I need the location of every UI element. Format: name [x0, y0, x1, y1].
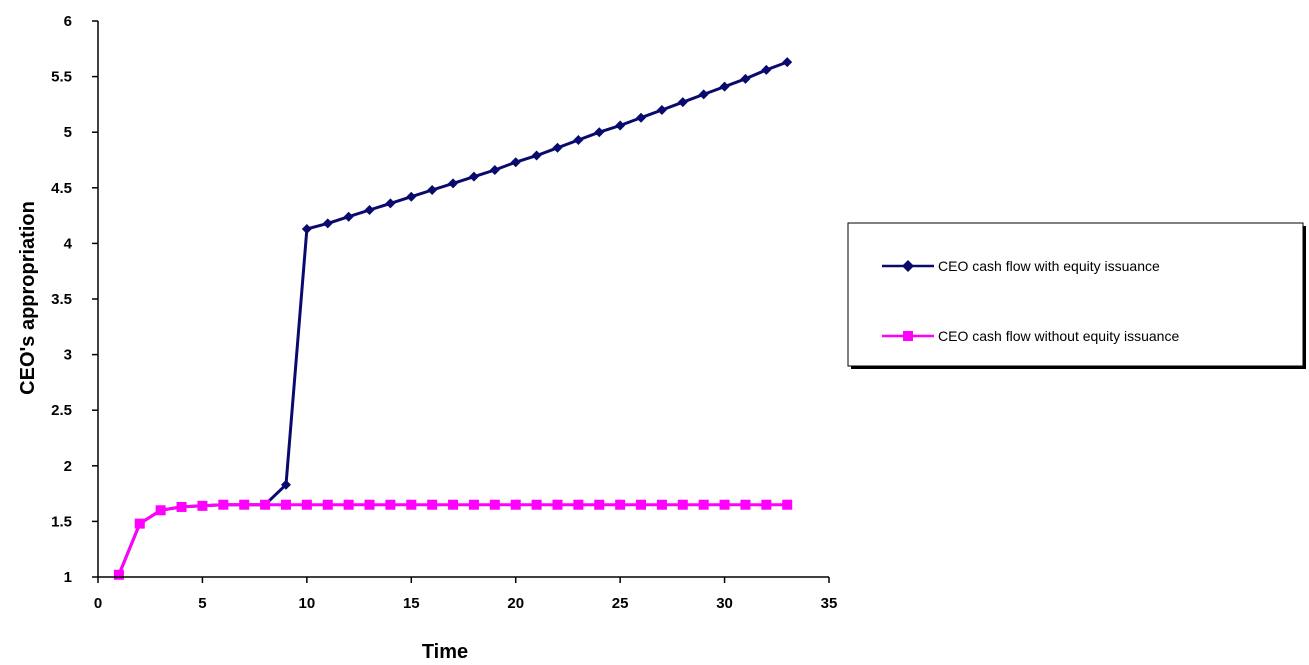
data-point-diamond: [489, 165, 500, 176]
legend-label-with-issuance: CEO cash flow with equity issuance: [938, 258, 1160, 274]
data-point-square: [448, 499, 459, 510]
data-point-square: [301, 499, 312, 510]
x-tick-label: 15: [403, 595, 420, 612]
data-point-diamond: [280, 479, 291, 490]
x-tick-label: 20: [507, 595, 524, 612]
data-point-square: [239, 499, 250, 510]
y-tick-label: 3: [64, 347, 72, 364]
y-tick-label: 2: [64, 458, 72, 475]
data-point-diamond: [427, 185, 438, 196]
data-point-square: [218, 499, 229, 510]
data-point-square: [176, 501, 187, 512]
data-point-square: [385, 499, 396, 510]
data-point-diamond: [364, 205, 375, 216]
data-point-square: [197, 500, 208, 511]
legend-diamond-marker: [902, 260, 914, 272]
data-point-diamond: [406, 191, 417, 202]
data-point-diamond: [510, 157, 521, 168]
y-tick-label: 3.5: [51, 291, 72, 308]
series-line-with-equity-issuance: [117, 60, 788, 576]
ticks: 0 5 10 15 20 25 30 35 1 1.5 2 2.5 3 3.5 4 4.5 5 5.5 6: [51, 13, 837, 612]
data-point-diamond: [448, 178, 459, 189]
data-point-diamond: [531, 150, 542, 161]
data-point-square: [155, 505, 166, 516]
data-point-diamond: [573, 134, 584, 145]
data-point-diamond: [656, 104, 667, 115]
series-markers: [113, 57, 793, 580]
data-point-diamond: [343, 211, 354, 222]
data-point-square: [573, 499, 584, 510]
data-point-diamond: [594, 127, 605, 138]
data-point-diamond: [615, 120, 626, 131]
legend: CEO cash flow with equity issuance CEO c…: [847, 222, 1306, 369]
data-point-square: [510, 499, 521, 510]
data-point-square: [427, 499, 438, 510]
data-point-diamond: [698, 89, 709, 100]
data-point-diamond: [782, 57, 793, 68]
y-tick-label: 4.5: [51, 180, 72, 197]
data-point-diamond: [719, 81, 730, 92]
x-tick-label: 35: [821, 595, 838, 612]
y-tick-label: 5: [64, 124, 72, 141]
legend-square-marker: [903, 331, 913, 341]
data-point-square: [740, 499, 751, 510]
data-point-square: [677, 499, 688, 510]
data-point-square: [113, 569, 124, 580]
data-point-square: [636, 499, 647, 510]
data-point-square: [615, 499, 626, 510]
y-tick-label: 4: [64, 235, 73, 252]
data-point-diamond: [468, 171, 479, 182]
data-point-diamond: [385, 198, 396, 209]
data-point-square: [761, 499, 772, 510]
data-point-square: [698, 499, 709, 510]
data-point-diamond: [740, 73, 751, 84]
y-tick-label: 5.5: [51, 69, 72, 86]
data-point-square: [552, 499, 563, 510]
data-point-square: [134, 518, 145, 529]
y-axis-title: CEO's appropriation: [17, 201, 39, 395]
data-point-square: [280, 499, 291, 510]
x-tick-label: 30: [716, 595, 733, 612]
data-point-diamond: [761, 64, 772, 75]
data-point-square: [782, 499, 793, 510]
series-line-without-equity-issuance: [117, 503, 788, 576]
y-tick-label: 1.5: [51, 513, 72, 530]
series-lines: [117, 60, 788, 576]
data-point-square: [719, 499, 730, 510]
x-tick-label: 25: [612, 595, 629, 612]
data-point-diamond: [552, 142, 563, 153]
data-point-diamond: [677, 97, 688, 108]
data-point-square: [322, 499, 333, 510]
x-tick-label: 10: [299, 595, 316, 612]
y-tick-label: 2.5: [51, 402, 72, 419]
data-point-square: [656, 499, 667, 510]
data-point-square: [343, 499, 354, 510]
y-tick-label: 6: [64, 13, 72, 30]
y-tick-label: 1: [64, 569, 72, 586]
data-point-diamond: [301, 223, 312, 234]
data-point-square: [489, 499, 500, 510]
data-point-square: [531, 499, 542, 510]
data-point-square: [594, 499, 605, 510]
legend-box: [847, 222, 1304, 367]
data-point-square: [468, 499, 479, 510]
data-point-diamond: [322, 218, 333, 229]
legend-label-without-issuance: CEO cash flow without equity issuance: [938, 328, 1179, 344]
data-point-square: [406, 499, 417, 510]
data-point-square: [260, 499, 271, 510]
data-point-square: [364, 499, 375, 510]
axes: [97, 21, 829, 578]
x-axis-title: Time: [422, 641, 468, 663]
data-point-diamond: [636, 112, 647, 123]
x-tick-label: 5: [198, 595, 206, 612]
x-tick-label: 0: [94, 595, 102, 612]
